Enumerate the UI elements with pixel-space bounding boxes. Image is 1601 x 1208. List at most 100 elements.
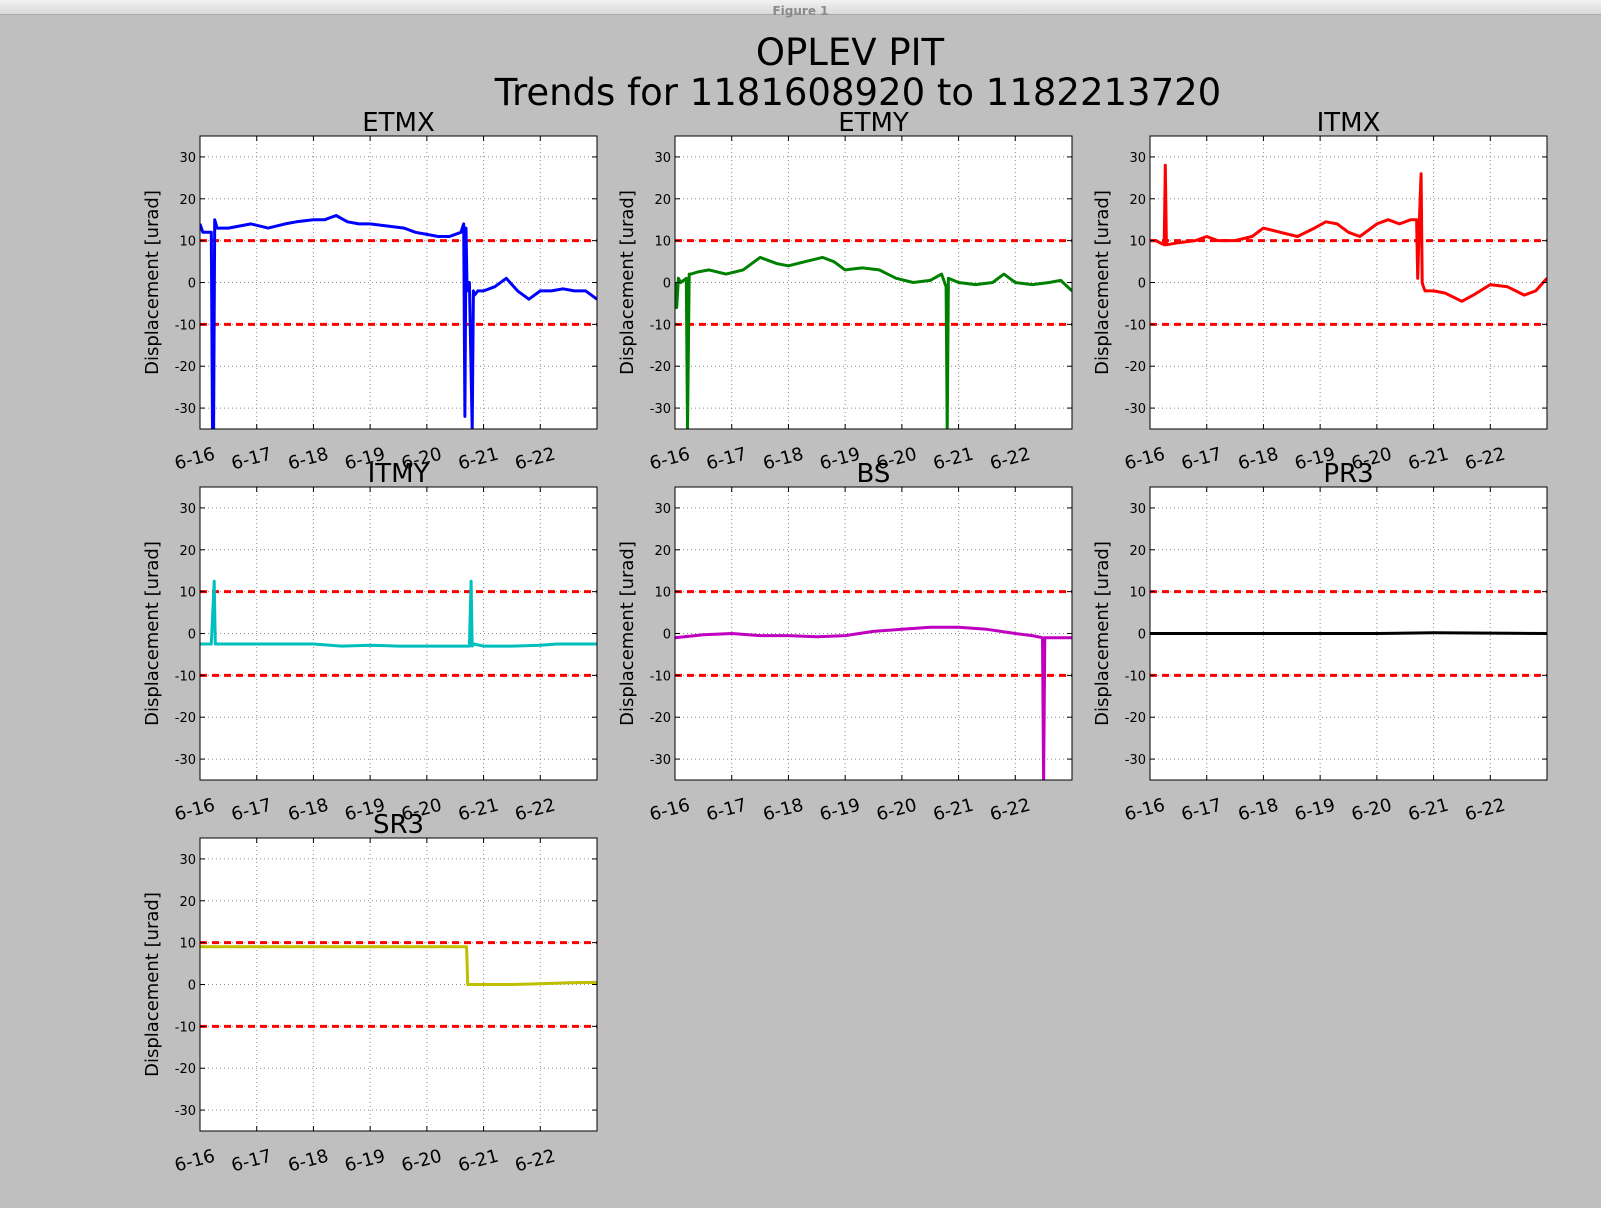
x-tick-label: 6-17	[704, 444, 749, 475]
y-tick-label: -30	[175, 1104, 196, 1119]
y-tick-label: 0	[188, 979, 196, 994]
x-tick-label: 6-16	[1122, 444, 1167, 475]
window-title: Figure 1	[772, 4, 829, 18]
y-tick-label: -10	[1125, 318, 1146, 333]
x-tick-label: 6-22	[1463, 444, 1508, 475]
subplots: -30 -20 -10 0 10 20 30 6-16 6-17 6-18 6-19 6-20 6-21…	[142, 108, 1548, 1177]
x-tick-label: 6-17	[229, 795, 274, 826]
y-tick-label: -20	[650, 360, 671, 375]
y-tick-label: -10	[175, 1020, 196, 1035]
x-tick-label: 6-22	[513, 1146, 558, 1177]
subplot-bs: -30 -20 -10 0 10 20 30 6-16 6-17 6-18 6-19 6-20 6-21…	[617, 459, 1073, 826]
subplot-sr3: -30 -20 -10 0 10 20 30 6-16 6-17 6-18 6-19 6-20 6-21…	[142, 810, 598, 1177]
y-tick-label: 0	[1138, 277, 1146, 292]
y-tick-label: 10	[179, 235, 196, 250]
y-axis-label: Displacement [urad]	[617, 190, 638, 375]
y-axis-label: Displacement [urad]	[1092, 190, 1113, 375]
y-axis-label: Displacement [urad]	[617, 541, 638, 726]
figure-title-line1: OPLEV PIT	[756, 31, 945, 74]
y-tick-label: -10	[175, 669, 196, 684]
subplot-title: ETMX	[362, 108, 435, 138]
x-tick-label: 6-18	[761, 444, 806, 475]
y-tick-label: 10	[1129, 586, 1146, 601]
x-tick-label: 6-20	[874, 795, 919, 826]
y-tick-label: 10	[654, 235, 671, 250]
x-tick-label: 6-18	[761, 795, 806, 826]
y-tick-label: 20	[179, 895, 196, 910]
subplot-title: SR3	[373, 810, 424, 840]
y-tick-label: 0	[663, 628, 671, 643]
window-titlebar: Figure 1	[0, 0, 1601, 18]
y-tick-label: 20	[179, 193, 196, 208]
y-tick-label: 30	[1129, 151, 1146, 166]
x-tick-label: 6-22	[513, 444, 558, 475]
x-tick-label: 6-21	[456, 1146, 501, 1177]
plot-area	[200, 487, 597, 780]
y-tick-label: 10	[1129, 235, 1146, 250]
plot-area	[675, 136, 1072, 429]
series-line-itmy	[200, 579, 597, 648]
x-tick-label: 6-18	[286, 444, 331, 475]
x-tick-label: 6-17	[229, 1146, 274, 1177]
subplot-title: ITMY	[368, 459, 430, 489]
series-line-bs	[675, 625, 1072, 780]
y-tick-label: -20	[650, 711, 671, 726]
subplot-title: PR3	[1323, 459, 1373, 489]
y-tick-label: 10	[179, 586, 196, 601]
y-tick-label: 0	[663, 277, 671, 292]
y-tick-label: -30	[175, 753, 196, 768]
y-tick-label: -10	[175, 318, 196, 333]
y-axis-label: Displacement [urad]	[142, 541, 163, 726]
y-tick-label: 30	[179, 853, 196, 868]
subplot-pr3: -30 -20 -10 0 10 20 30 6-16 6-17 6-18 6-19 6-20 6-21…	[1092, 459, 1548, 826]
x-tick-label: 6-19	[343, 1146, 388, 1177]
y-tick-label: 0	[1138, 628, 1146, 643]
x-tick-label: 6-21	[456, 795, 501, 826]
x-tick-label: 6-16	[647, 795, 692, 826]
series-line-pr3	[1150, 631, 1547, 635]
x-tick-label: 6-21	[931, 444, 976, 475]
y-tick-label: -20	[175, 711, 196, 726]
y-tick-label: -20	[175, 360, 196, 375]
y-axis-label: Displacement [urad]	[142, 190, 163, 375]
y-tick-label: -20	[175, 1062, 196, 1077]
series-line-etmx	[200, 214, 597, 429]
x-tick-label: 6-22	[988, 795, 1033, 826]
y-tick-label: -10	[650, 318, 671, 333]
y-tick-label: -30	[1125, 753, 1146, 768]
x-tick-label: 6-19	[1293, 795, 1338, 826]
y-tick-label: 0	[188, 277, 196, 292]
x-tick-label: 6-21	[456, 444, 501, 475]
x-tick-label: 6-18	[286, 795, 331, 826]
y-tick-label: 20	[654, 193, 671, 208]
x-tick-label: 6-18	[1236, 795, 1281, 826]
x-tick-label: 6-19	[818, 795, 863, 826]
y-tick-label: -30	[1125, 402, 1146, 417]
series-line-etmy	[675, 255, 1072, 429]
x-tick-label: 6-17	[1179, 444, 1224, 475]
y-tick-label: -30	[650, 402, 671, 417]
plot-area	[1150, 136, 1547, 429]
x-tick-label: 6-17	[1179, 795, 1224, 826]
x-tick-label: 6-21	[931, 795, 976, 826]
subplot-title: ITMX	[1317, 108, 1381, 138]
y-tick-label: -30	[175, 402, 196, 417]
x-tick-label: 6-20	[399, 1146, 444, 1177]
figure-title-line2: Trends for 1181608920 to 1182213720	[494, 71, 1221, 114]
y-tick-label: 10	[179, 937, 196, 952]
subplot-title: ETMY	[838, 108, 909, 138]
y-tick-label: -20	[1125, 360, 1146, 375]
x-tick-label: 6-18	[286, 1146, 331, 1177]
y-tick-label: -10	[1125, 669, 1146, 684]
y-tick-label: 30	[179, 502, 196, 517]
x-tick-label: 6-20	[1349, 795, 1394, 826]
series-line-itmx	[1150, 163, 1547, 303]
y-tick-label: -10	[650, 669, 671, 684]
x-tick-label: 6-16	[1122, 795, 1167, 826]
y-tick-label: -20	[1125, 711, 1146, 726]
